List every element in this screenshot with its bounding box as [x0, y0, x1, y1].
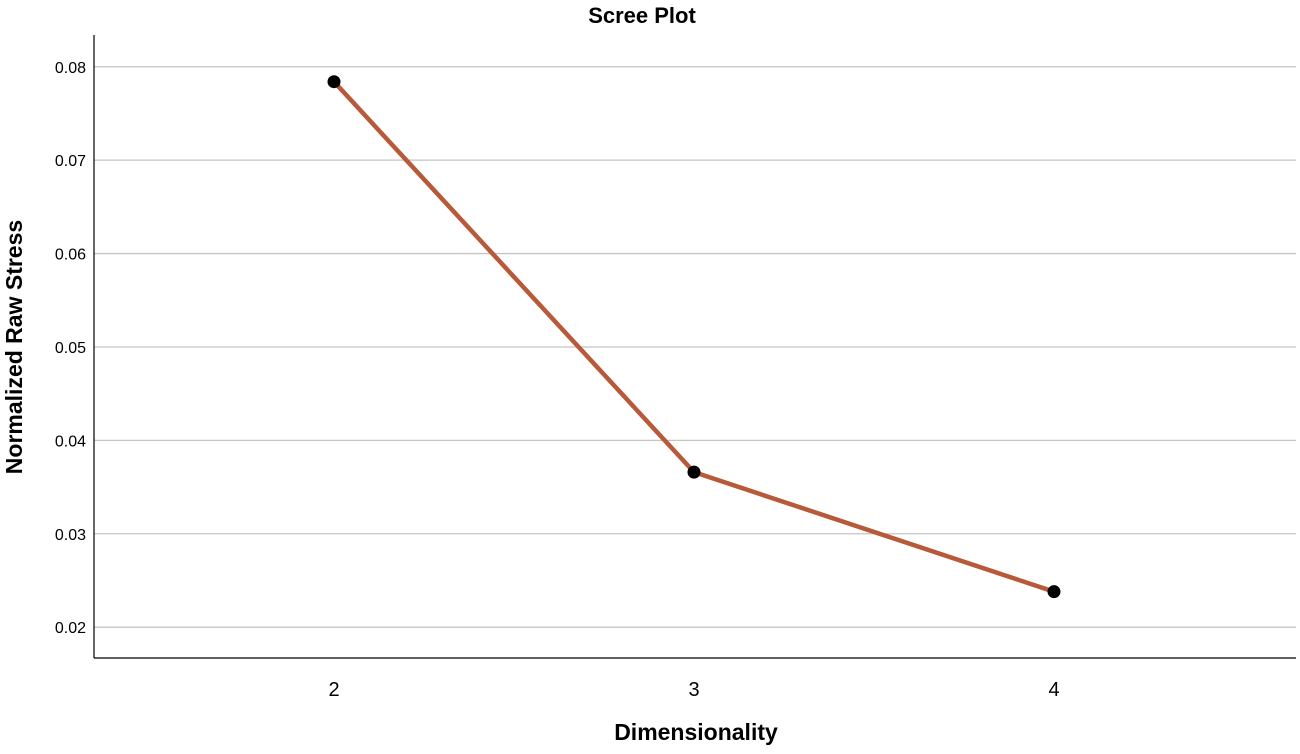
- x-tick-label: 4: [1048, 679, 1059, 701]
- y-tick-labels: 0.02 0.03 0.04 0.05 0.06 0.07 0.08: [55, 60, 86, 637]
- y-tick-label: 0.07: [55, 153, 86, 170]
- y-tick-label: 0.08: [55, 60, 86, 77]
- x-tick-labels: 2 3 4: [328, 679, 1059, 701]
- axes: [93, 35, 1296, 659]
- chart-title: Scree Plot: [588, 3, 696, 28]
- y-tick-label: 0.06: [55, 247, 86, 264]
- y-axis-label: Normalized Raw Stress: [1, 220, 27, 474]
- x-axis-label: Dimensionality: [614, 719, 778, 745]
- data-point: [1047, 585, 1061, 599]
- y-tick-label: 0.04: [55, 433, 86, 450]
- series-line: [331, 79, 1057, 594]
- data-point: [327, 75, 341, 89]
- series-layer: [327, 75, 1061, 599]
- y-tick-label: 0.03: [55, 527, 86, 544]
- y-tick-label: 0.05: [55, 340, 86, 357]
- data-point: [687, 465, 701, 479]
- x-tick-label: 3: [688, 679, 699, 701]
- gridlines: [94, 66, 1296, 628]
- x-tick-label: 2: [328, 679, 339, 701]
- y-tick-label: 0.02: [55, 620, 86, 637]
